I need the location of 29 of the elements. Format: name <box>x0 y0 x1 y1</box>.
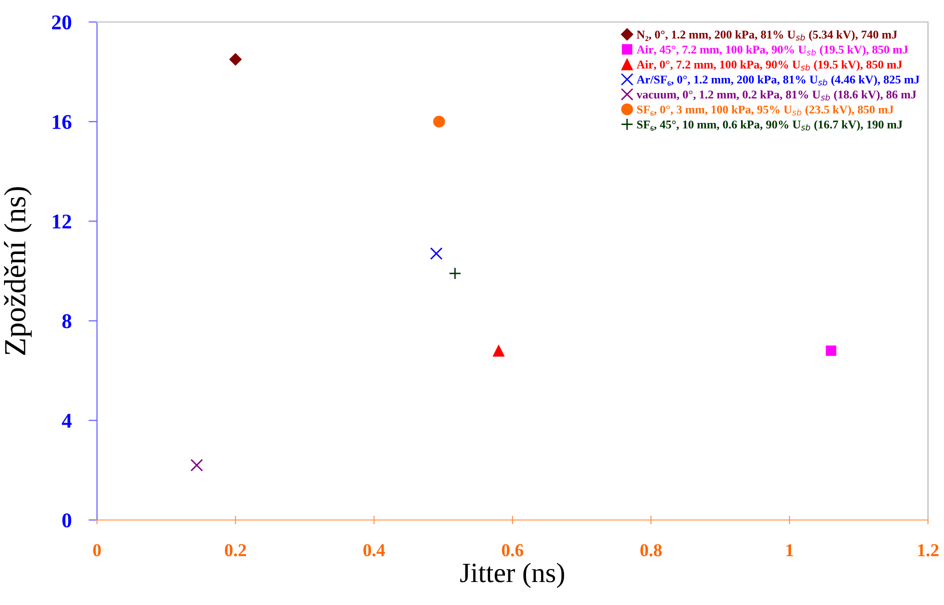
y-tick-label: 4 <box>62 414 72 428</box>
legend-label: SF₆, 45°, 10 mm, 0.6 kPa, 90% U$_{sb}$ (16.7 kV), 190 mJ <box>637 120 902 131</box>
y-tick-label: 8 <box>62 314 72 328</box>
y-tick-label: 0 <box>62 513 72 528</box>
point <box>826 345 836 356</box>
legend-label: Air, 45°, 7.2 mm, 100 kPa, 90% U$_{sb}$ (19.5 kV), 850 mJ <box>636 45 908 56</box>
x-tick-label: 0.6 <box>502 544 524 556</box>
legend-label: Ar/SF₆, 0°, 1.2 mm, 200 kPa, 81% U$_{sb}$ (4.46 kV), 825 mJ <box>636 75 920 86</box>
y-tick-label: 12 <box>52 214 72 228</box>
legend-label: SF₆, 0°, 3 mm, 100 kPa, 95% U$_{sb}$ (23.5 kV), 850 mJ <box>637 105 894 116</box>
y-tick-label: 20 <box>52 15 72 30</box>
point <box>190 458 203 472</box>
point <box>448 267 462 280</box>
legend-label: vacuum, 0°, 1.2 mm, 0.2 kPa, 81% U$_{sb}$ (18.6 kV), 86 mJ <box>636 90 916 101</box>
x-tick-label: 0.8 <box>640 544 662 556</box>
x-tick-label: 0.2 <box>224 544 246 556</box>
x-tick-label: 1.2 <box>918 544 939 556</box>
y-axis-title: Zpoždění (ns) <box>4 187 32 355</box>
point <box>433 116 445 128</box>
point <box>492 344 505 357</box>
x-tick-label: 0.4 <box>363 544 385 556</box>
point <box>430 247 443 260</box>
point <box>229 53 242 66</box>
legend-label: Air, 0°, 7.2 mm, 100 kPa, 90% U$_{sb}$ (19.5 kV), 850 mJ <box>636 60 902 71</box>
x-tick-label: 1 <box>786 544 794 556</box>
x-tick-label: 0 <box>93 544 101 556</box>
legend-label: N₂, 0°, 1.2 mm, 200 kPa, 81% U$_{sb}$ (5.34 kV), 740 mJ <box>636 30 898 41</box>
y-tick-label: 16 <box>52 115 72 130</box>
x-axis-title: Jitter (ns) <box>460 562 564 588</box>
